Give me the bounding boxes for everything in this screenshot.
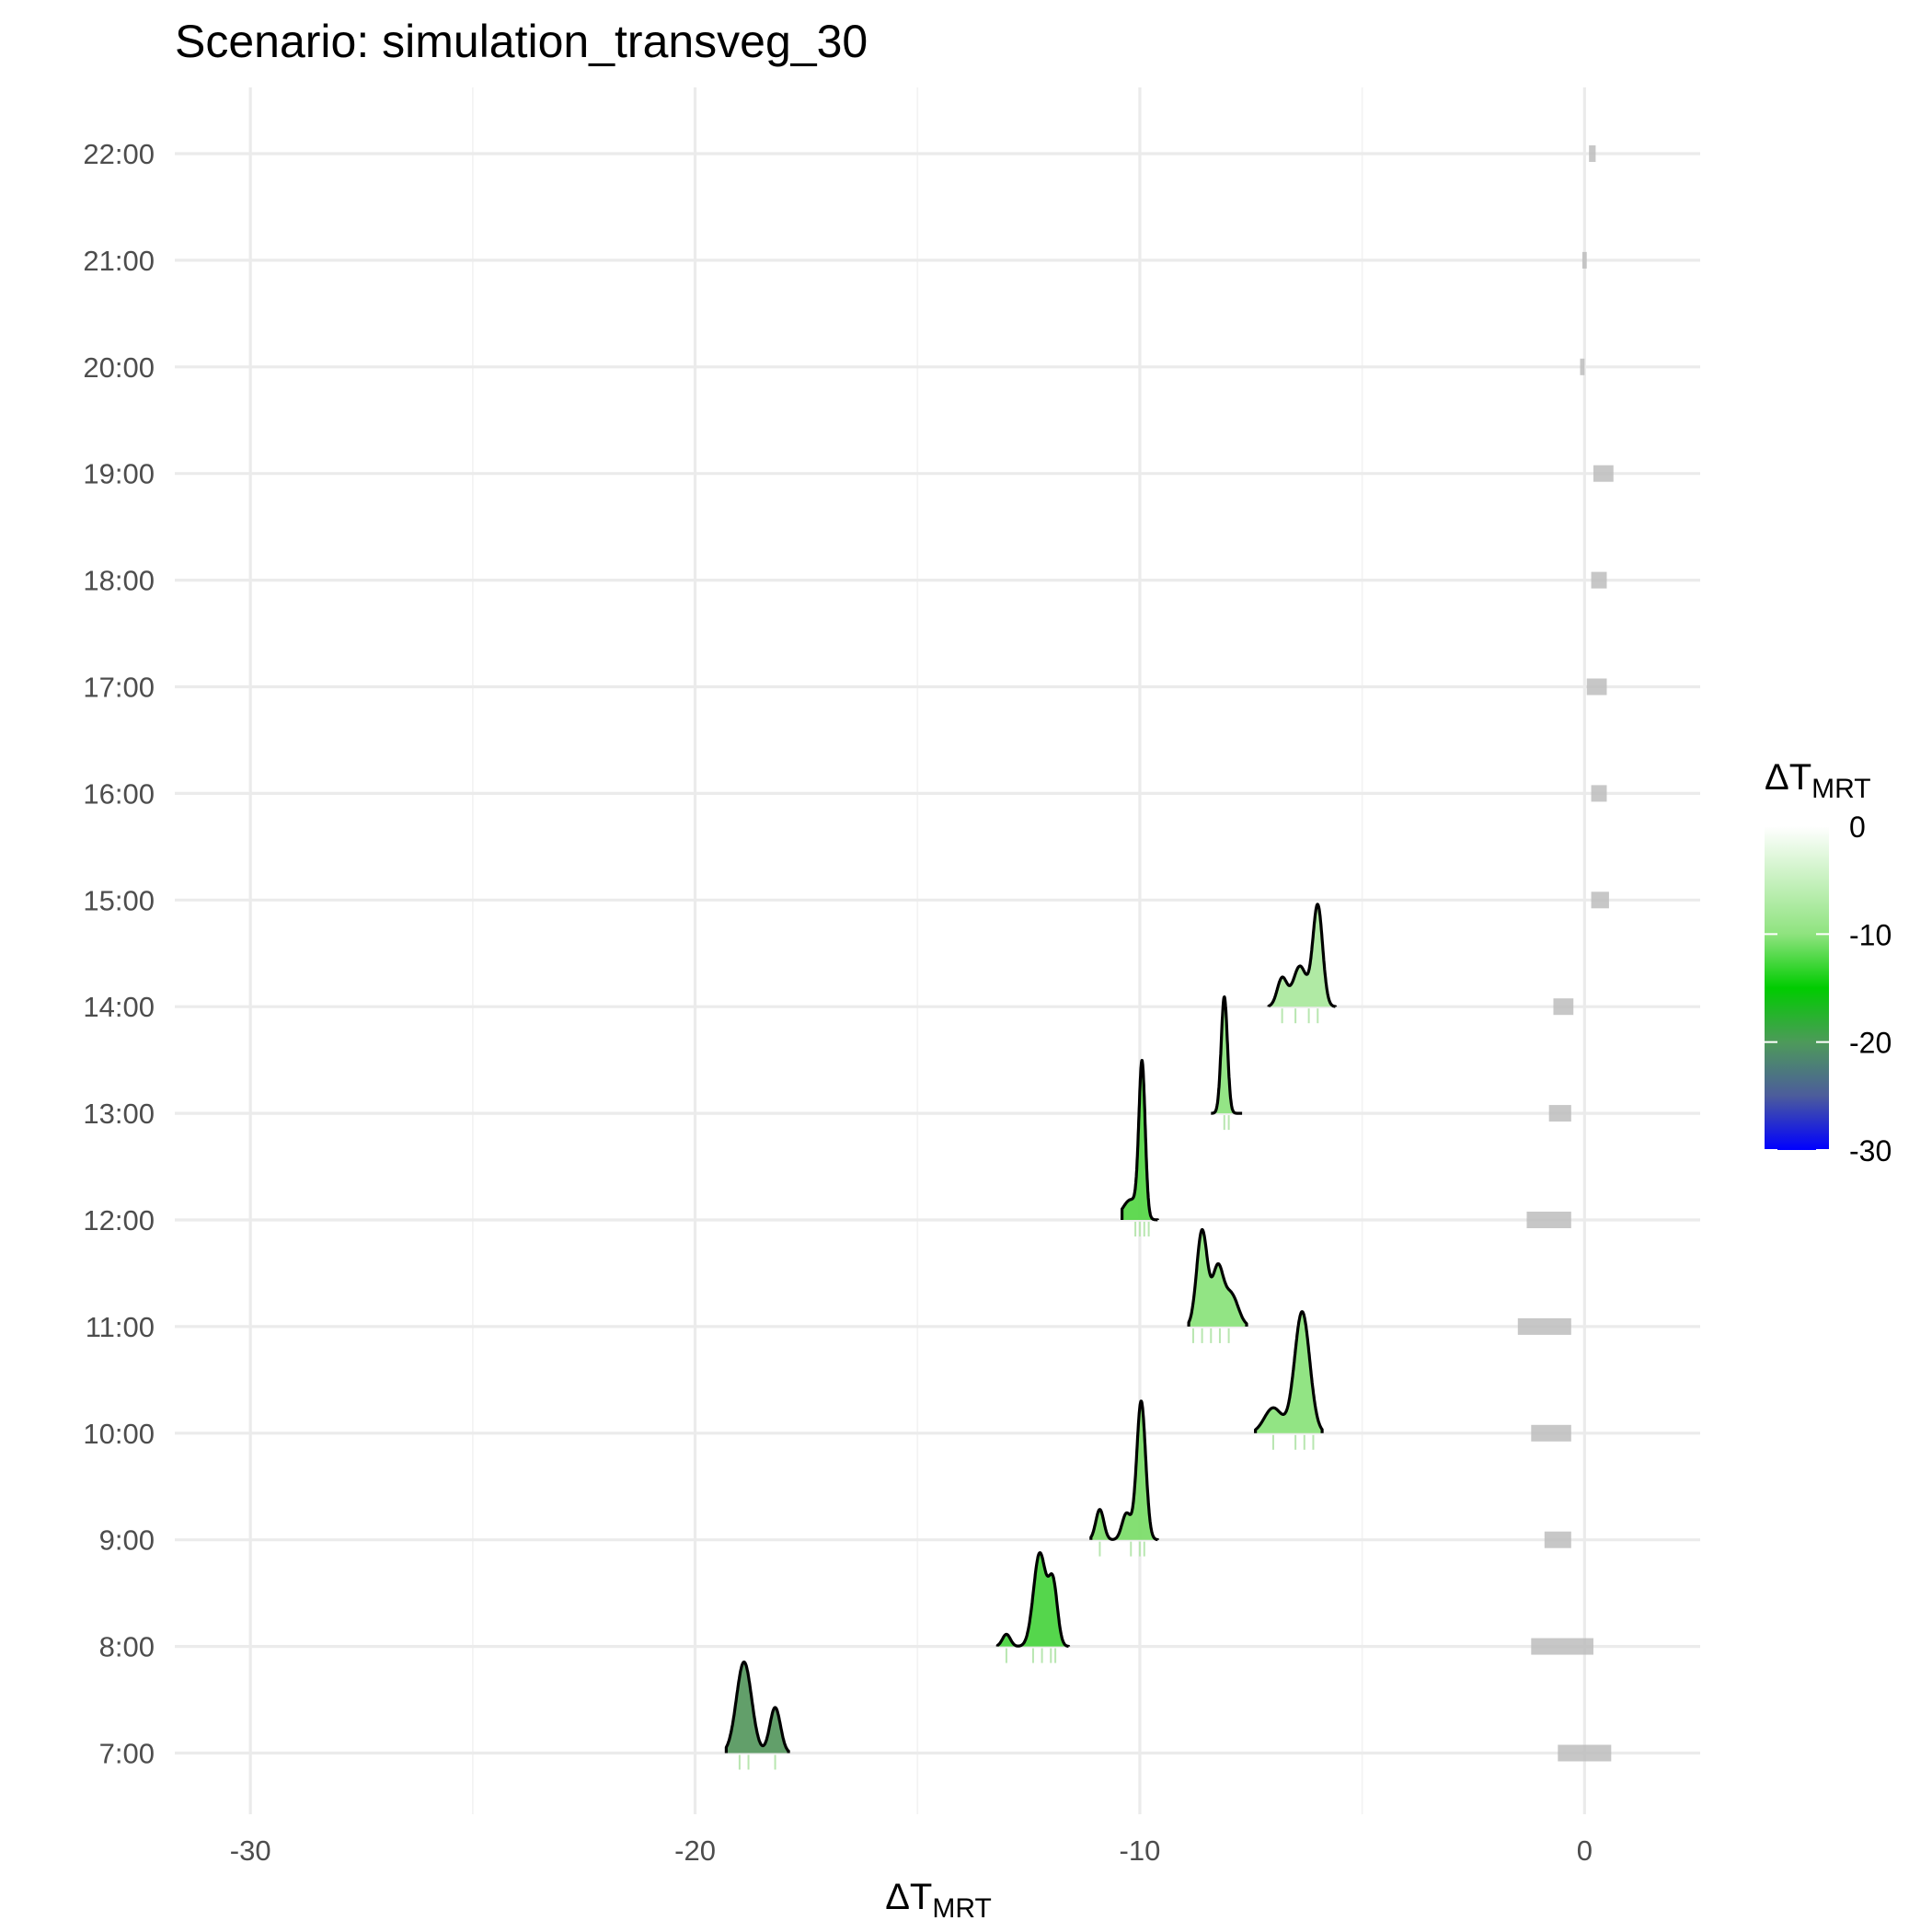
- near-zero-rug-1900: [1593, 465, 1614, 482]
- near-zero-rug-1400: [1553, 998, 1574, 1016]
- near-zero-rug-1100: [1517, 1317, 1571, 1335]
- ridge-area-700: [726, 1662, 789, 1754]
- legend-title-main: ΔT: [1765, 757, 1811, 798]
- x-tick-label: -10: [1120, 1834, 1161, 1867]
- legend-title-sub: MRT: [1811, 774, 1870, 804]
- near-zero-rug-1600: [1591, 785, 1607, 802]
- legend-ticks: 0 -10 -20 -30: [1765, 811, 1892, 1167]
- near-zero-rug-800: [1531, 1638, 1593, 1655]
- ridge-line-800: [995, 1551, 1071, 1649]
- x-axis-title: ΔTMRT: [885, 1877, 992, 1924]
- x-axis-ticks: -30 -20 -10 0: [230, 1834, 1593, 1867]
- y-tick-label: 20:00: [83, 351, 155, 384]
- near-zero-rug-700: [1558, 1744, 1612, 1762]
- near-zero-rug-1500: [1591, 891, 1609, 909]
- near-zero-rug-1700: [1586, 678, 1607, 696]
- x-tick-label: -20: [674, 1834, 716, 1867]
- y-tick-label: 16:00: [83, 777, 155, 810]
- ridge-line-1100: [1187, 1227, 1248, 1327]
- grid-lines: [175, 87, 1700, 1814]
- legend-colorbar: [1765, 826, 1829, 1150]
- ridge-area-900: [1090, 1401, 1158, 1540]
- y-tick-label: 8:00: [99, 1631, 155, 1663]
- y-tick-label: 9:00: [99, 1524, 155, 1557]
- ridge-line-700: [724, 1660, 790, 1754]
- ridge-line-1300: [1209, 995, 1244, 1115]
- near-zero-rug-1000: [1531, 1424, 1571, 1442]
- ridge-line-1000: [1254, 1310, 1324, 1433]
- near-zero-rug-2000: [1580, 358, 1585, 375]
- y-tick-label: 12:00: [83, 1204, 155, 1236]
- chart-title: Scenario: simulation_transveg_30: [175, 16, 868, 67]
- near-zero-rug-1800: [1591, 571, 1607, 589]
- ridge-line-1200: [1121, 1059, 1159, 1222]
- legend-tick-label: -20: [1849, 1027, 1892, 1060]
- rug-marks: [738, 145, 1614, 1770]
- near-zero-rug-900: [1544, 1531, 1571, 1548]
- y-tick-label: 10:00: [83, 1418, 155, 1450]
- y-axis-ticks: 7:00 8:00 9:00 10:00 11:00 12:00 13:00 14:00 15:…: [83, 138, 155, 1770]
- y-tick-label: 21:00: [83, 245, 155, 277]
- x-tick-label: -30: [230, 1834, 271, 1867]
- x-axis-title-main: ΔT: [885, 1877, 932, 1917]
- ridge-line-900: [1089, 1399, 1159, 1542]
- y-tick-label: 15:00: [83, 884, 155, 916]
- near-zero-rug-1300: [1548, 1105, 1571, 1122]
- y-tick-label: 13:00: [83, 1098, 155, 1130]
- y-tick-label: 11:00: [86, 1311, 155, 1343]
- legend-tick-label: -10: [1849, 918, 1892, 951]
- x-tick-label: 0: [1577, 1834, 1593, 1867]
- x-axis-title-sub: MRT: [932, 1893, 991, 1924]
- legend-title: ΔTMRT: [1765, 757, 1871, 804]
- near-zero-rug-2100: [1581, 251, 1587, 269]
- near-zero-rug-2200: [1589, 145, 1596, 162]
- ridge-series: [724, 903, 1338, 1754]
- y-tick-label: 17:00: [83, 672, 155, 704]
- y-tick-label: 18:00: [83, 565, 155, 597]
- y-tick-label: 7:00: [99, 1738, 155, 1770]
- y-tick-label: 14:00: [83, 991, 155, 1023]
- ridge-line-1400: [1267, 903, 1338, 1008]
- y-tick-label: 19:00: [83, 458, 155, 490]
- legend-tick-label: -30: [1849, 1134, 1892, 1167]
- y-tick-label: 22:00: [83, 138, 155, 170]
- ridge-area-1100: [1189, 1229, 1247, 1327]
- legend: ΔTMRT 0 -10 -20 -30: [1765, 757, 1892, 1167]
- legend-tick-label: 0: [1849, 811, 1866, 844]
- ridge-area-1000: [1255, 1311, 1323, 1433]
- ridge-area-1400: [1269, 903, 1336, 1007]
- ridge-area-1200: [1121, 1060, 1158, 1220]
- near-zero-rug-1200: [1526, 1212, 1571, 1228]
